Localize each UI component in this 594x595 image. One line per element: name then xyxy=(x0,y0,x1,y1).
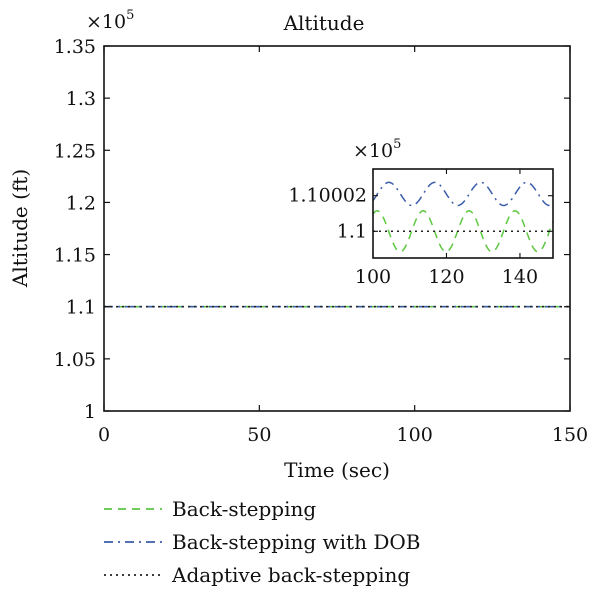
inset-y-tick-label: 1.1 xyxy=(337,220,367,242)
y-tick-label: 1.35 xyxy=(54,36,96,58)
y-axis-label: Altitude (ft) xyxy=(8,169,32,288)
inset-multiplier-base: ×10 xyxy=(353,140,393,162)
y-tick-label: 1.1 xyxy=(66,297,96,319)
inset-background xyxy=(373,169,553,258)
y-multiplier-label: ×105 xyxy=(86,8,134,33)
chart-title: Altitude xyxy=(283,11,365,35)
y-tick-label: 1 xyxy=(84,401,96,423)
inset-series-line-1 xyxy=(372,210,554,253)
y-multiplier-base: ×10 xyxy=(86,11,126,33)
y-tick-label: 1.05 xyxy=(54,349,96,371)
inset-y-multiplier-label: ×105 xyxy=(353,137,401,162)
inset-series-line-2 xyxy=(372,181,554,207)
y-multiplier-exp: 5 xyxy=(126,8,134,23)
y-tick-label: 1.2 xyxy=(66,192,96,214)
inset-series-group xyxy=(372,181,554,253)
inset-plot-frame xyxy=(372,168,554,259)
y-tick-label: 1.15 xyxy=(54,245,96,267)
legend-label-3: Adaptive back-stepping xyxy=(171,563,410,587)
legend: Back-stepping Back-stepping with DOB Adapt… xyxy=(104,497,420,587)
main-plot-frame xyxy=(103,45,571,412)
x-axis-label: Time (sec) xyxy=(284,458,390,482)
inset-x-tick-label: 140 xyxy=(502,266,538,288)
inset-multiplier-exp: 5 xyxy=(393,137,401,152)
y-tick-label: 1.25 xyxy=(54,140,96,162)
y-tick-label: 1.3 xyxy=(66,88,96,110)
inset-y-tick-label: 1.10002 xyxy=(288,185,367,207)
x-tick-label: 0 xyxy=(98,424,110,446)
inset-ticks-group: 100 120 140 1.1 1.10002 xyxy=(288,169,553,288)
inset-plot: 100 120 140 1.1 1.10002 ×105 xyxy=(288,137,554,288)
legend-label-2: Back-stepping with DOB xyxy=(172,530,420,554)
x-tick-label: 150 xyxy=(552,424,588,446)
x-tick-label: 50 xyxy=(247,424,271,446)
inset-x-tick-label: 100 xyxy=(355,266,391,288)
x-tick-label: 100 xyxy=(397,424,433,446)
legend-label-1: Back-stepping xyxy=(172,497,316,521)
inset-x-tick-label: 120 xyxy=(428,266,464,288)
